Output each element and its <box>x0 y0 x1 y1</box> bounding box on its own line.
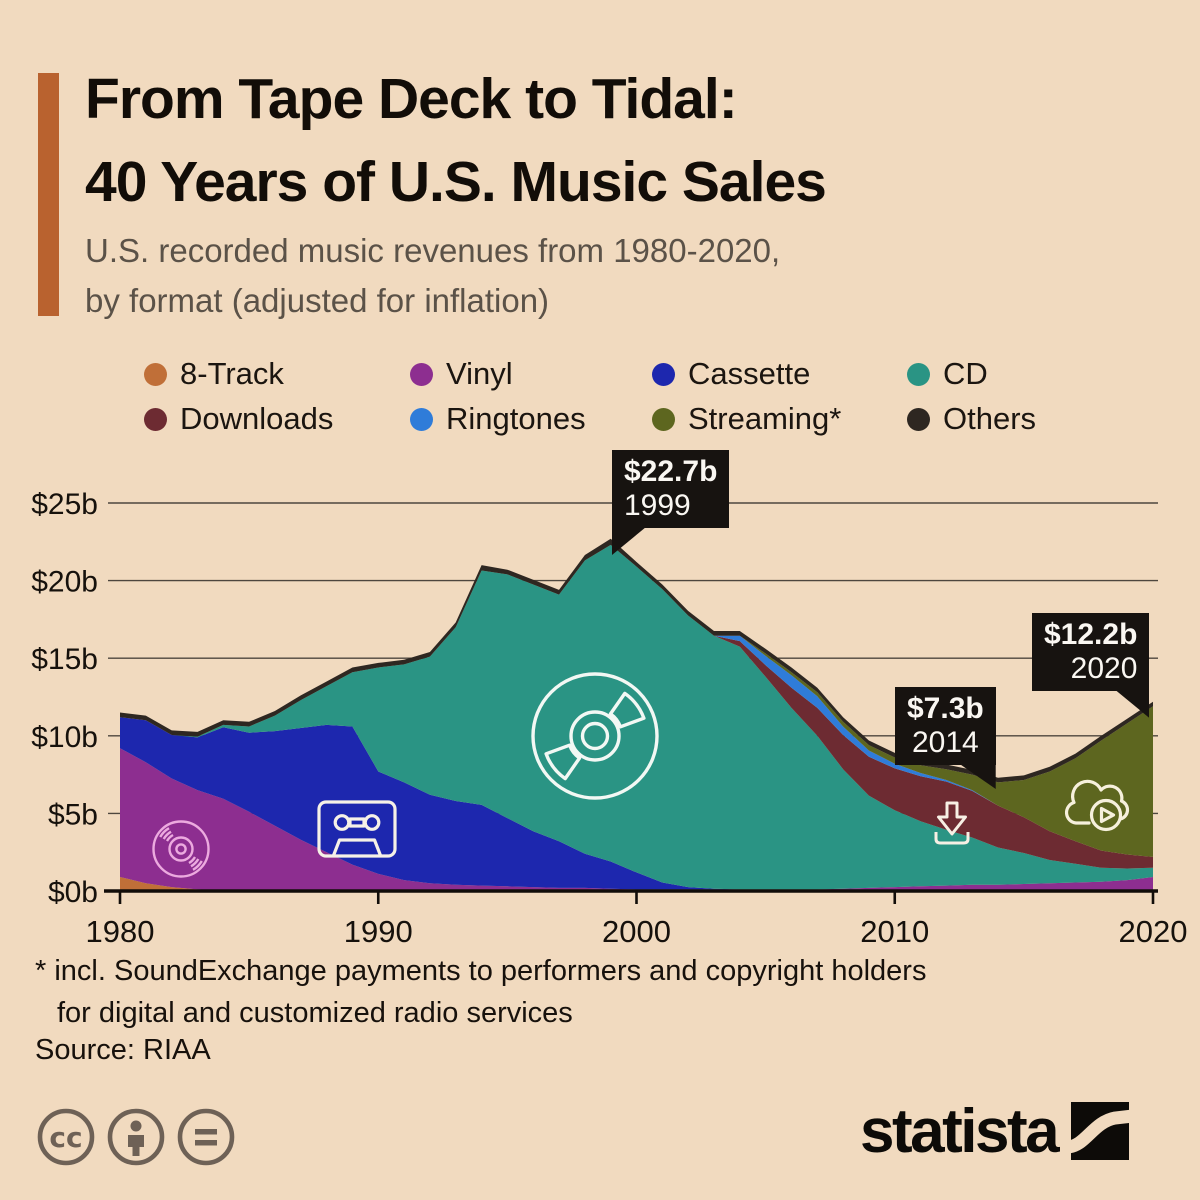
annotation-value: $7.3b <box>907 692 984 725</box>
page-title: From Tape Deck to Tidal: 40 Years of U.S.… <box>85 58 827 224</box>
page-subtitle: U.S. recorded music revenues from 1980-2… <box>85 226 780 326</box>
legend-dot <box>410 407 433 431</box>
attribution-person-glyph <box>128 1120 144 1156</box>
legend-label: Cassette <box>688 356 811 391</box>
compact-disc-icon <box>531 672 659 800</box>
y-axis-tick-label: $0b <box>48 876 98 909</box>
x-axis-tick-label: 2020 <box>1119 914 1188 949</box>
annotation-1999-peak: $22.7b 1999 <box>612 450 730 555</box>
subtitle-line-2: by format (adjusted for inflation) <box>85 282 550 319</box>
legend-item-cassette: Cassette <box>652 356 811 391</box>
brand: statista <box>860 1097 1130 1166</box>
footnote-line-1: * incl. SoundExchange payments to perfor… <box>35 955 927 987</box>
creative-commons-icon <box>37 1108 95 1166</box>
legend-label: Ringtones <box>446 401 586 436</box>
area-vinyl <box>120 748 1153 891</box>
license-icons: cc <box>37 1108 235 1166</box>
legend-label: Vinyl <box>446 356 513 391</box>
equals-glyph <box>195 1129 217 1146</box>
footnote-line-2: for digital and customized radio service… <box>57 997 573 1029</box>
legend-item-others: Others <box>907 401 1037 436</box>
legend-item-downloads: Downloads <box>144 401 334 436</box>
legend-dot <box>652 362 675 386</box>
annotation-year: 2014 <box>911 726 979 759</box>
x-axis-tick-label: 1980 <box>86 914 155 949</box>
download-icon <box>934 801 970 845</box>
source-text: Source: RIAA <box>35 1034 211 1066</box>
title-accent-bar <box>38 73 59 316</box>
y-axis-tick-label: $10b <box>31 721 98 754</box>
legend-label: Streaming* <box>688 401 842 436</box>
subtitle-line-1: U.S. recorded music revenues from 1980-2… <box>85 232 781 269</box>
legend-dot <box>907 362 930 386</box>
vinyl-record-icon <box>152 820 210 878</box>
title-line-2: 40 Years of U.S. Music Sales <box>85 150 827 214</box>
y-axis-tick-label: $25b <box>31 488 98 521</box>
legend-item-cd: CD <box>907 356 988 391</box>
statista-wordmark: statista <box>860 1097 1060 1166</box>
cassette-tape-icon <box>317 800 397 858</box>
title-line-1: From Tape Deck to Tidal: <box>85 67 738 131</box>
annotation-year: 2020 <box>1070 652 1138 685</box>
annotation-2014-trough: $7.3b 2014 <box>895 687 996 789</box>
y-axis-tick-label: $20b <box>31 566 98 599</box>
legend-label: Others <box>943 401 1037 436</box>
legend-item-8-track: 8-Track <box>144 356 284 391</box>
y-axis-tick-label: $15b <box>31 643 98 676</box>
streaming-cloud-icon <box>1064 779 1130 832</box>
legend-label: 8-Track <box>180 356 284 391</box>
stacked-areas <box>120 538 1153 891</box>
x-axis-tick-label: 2000 <box>602 914 671 949</box>
annotation-value: $12.2b <box>1044 618 1138 651</box>
legend-dot <box>652 407 675 431</box>
legend-dot <box>144 407 167 431</box>
attribution-icon <box>107 1108 165 1166</box>
area-cd <box>120 544 1153 890</box>
footnote: * incl. SoundExchange payments to perfor… <box>35 950 926 1034</box>
no-derivatives-icon <box>177 1108 235 1166</box>
legend-label: CD <box>943 356 988 391</box>
legend-label: Downloads <box>180 401 334 436</box>
y-axis-tick-label: $5b <box>48 798 98 831</box>
statista-logo-icon <box>1071 1102 1130 1160</box>
annotation-year: 1999 <box>624 489 691 522</box>
axes: 1980 1990 2000 2010 2020 <box>86 889 1188 949</box>
legend-item-streaming: Streaming* <box>652 401 842 436</box>
annotation-2020-latest: $12.2b 2020 <box>1032 613 1150 718</box>
x-axis-tick-label: 1990 <box>344 914 413 949</box>
legend-dot <box>907 407 930 431</box>
area-streaming <box>120 544 1153 857</box>
legend-dot <box>410 362 433 386</box>
annotation-value: $22.7b <box>624 455 718 488</box>
legend-item-vinyl: Vinyl <box>410 356 513 391</box>
legend-dot <box>144 362 167 386</box>
svg-text:cc: cc <box>49 1121 82 1154</box>
legend-item-ringtones: Ringtones <box>410 401 586 436</box>
area-downloads <box>120 544 1153 869</box>
x-axis-tick-label: 2010 <box>860 914 929 949</box>
